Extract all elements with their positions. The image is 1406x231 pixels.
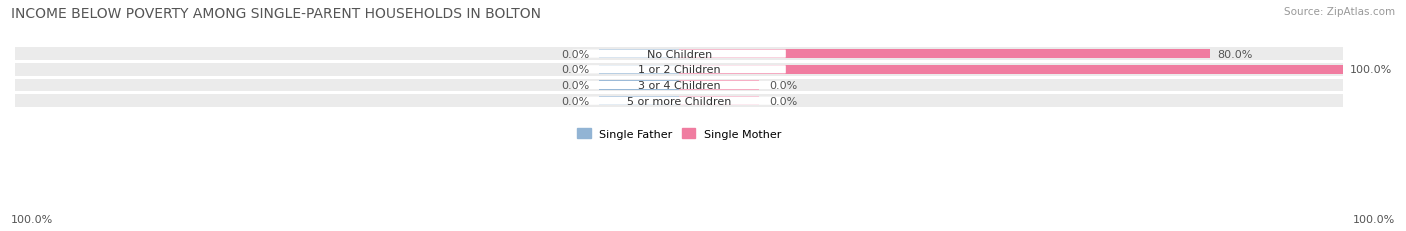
Bar: [15, 48, 1343, 61]
Bar: [15, 64, 1343, 76]
Text: Source: ZipAtlas.com: Source: ZipAtlas.com: [1284, 7, 1395, 17]
Text: 100.0%: 100.0%: [1353, 214, 1395, 224]
FancyBboxPatch shape: [572, 97, 786, 105]
Bar: [15, 79, 1343, 92]
Bar: [679, 97, 759, 106]
FancyBboxPatch shape: [572, 82, 786, 90]
Text: 5 or more Children: 5 or more Children: [627, 96, 731, 106]
Text: 100.0%: 100.0%: [11, 214, 53, 224]
Bar: [599, 65, 679, 75]
FancyBboxPatch shape: [572, 66, 786, 74]
Text: No Children: No Children: [647, 49, 711, 59]
Bar: [679, 50, 1211, 59]
Text: 0.0%: 0.0%: [769, 96, 797, 106]
Bar: [599, 81, 679, 90]
Text: 80.0%: 80.0%: [1218, 49, 1253, 59]
Text: 0.0%: 0.0%: [561, 96, 589, 106]
Text: 100.0%: 100.0%: [1350, 65, 1392, 75]
Text: 0.0%: 0.0%: [561, 65, 589, 75]
Bar: [599, 97, 679, 106]
Bar: [15, 95, 1343, 107]
Text: 1 or 2 Children: 1 or 2 Children: [638, 65, 720, 75]
Text: 0.0%: 0.0%: [561, 49, 589, 59]
Bar: [679, 65, 1343, 75]
Text: 0.0%: 0.0%: [769, 81, 797, 91]
Text: 3 or 4 Children: 3 or 4 Children: [638, 81, 720, 91]
Legend: Single Father, Single Mother: Single Father, Single Mother: [578, 129, 782, 139]
Text: 0.0%: 0.0%: [561, 81, 589, 91]
Text: INCOME BELOW POVERTY AMONG SINGLE-PARENT HOUSEHOLDS IN BOLTON: INCOME BELOW POVERTY AMONG SINGLE-PARENT…: [11, 7, 541, 21]
Bar: [599, 50, 679, 59]
FancyBboxPatch shape: [572, 50, 786, 58]
Bar: [679, 81, 759, 90]
